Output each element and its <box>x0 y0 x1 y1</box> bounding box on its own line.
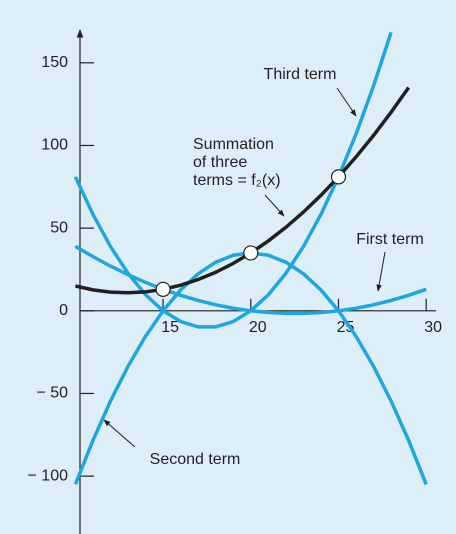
x-tick-label: 20 <box>249 319 267 336</box>
y-tick-label: − 50 <box>36 385 68 402</box>
annotation: terms = f₂(x) <box>193 172 281 189</box>
x-tick-label: 30 <box>424 319 442 336</box>
annotation-arrow <box>376 251 386 292</box>
data-point <box>330 169 347 185</box>
y-tick-label: 0 <box>59 302 68 319</box>
y-tick-label: 150 <box>41 54 68 71</box>
y-tick-label: 50 <box>50 219 68 236</box>
data-point <box>155 281 171 297</box>
annotation: Summation <box>193 136 274 153</box>
annotation: First term <box>356 231 424 248</box>
annotation: Third term <box>264 66 337 83</box>
y-tick-label: − 100 <box>28 467 69 484</box>
x-tick-label: 25 <box>337 319 355 336</box>
y-tick-label: 100 <box>41 137 68 154</box>
x-tick-label: 15 <box>161 319 179 336</box>
annotation-arrow <box>103 419 136 448</box>
annotation: of three <box>193 154 247 171</box>
annotation: Second term <box>150 451 241 468</box>
annotation-arrow <box>264 194 285 217</box>
series-line <box>75 86 411 295</box>
data-point <box>243 245 259 261</box>
annotation-arrow <box>336 87 357 117</box>
